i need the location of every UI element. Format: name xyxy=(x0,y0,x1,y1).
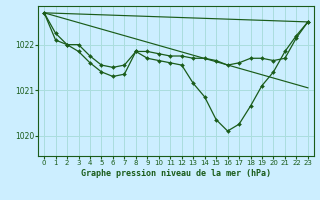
X-axis label: Graphe pression niveau de la mer (hPa): Graphe pression niveau de la mer (hPa) xyxy=(81,169,271,178)
